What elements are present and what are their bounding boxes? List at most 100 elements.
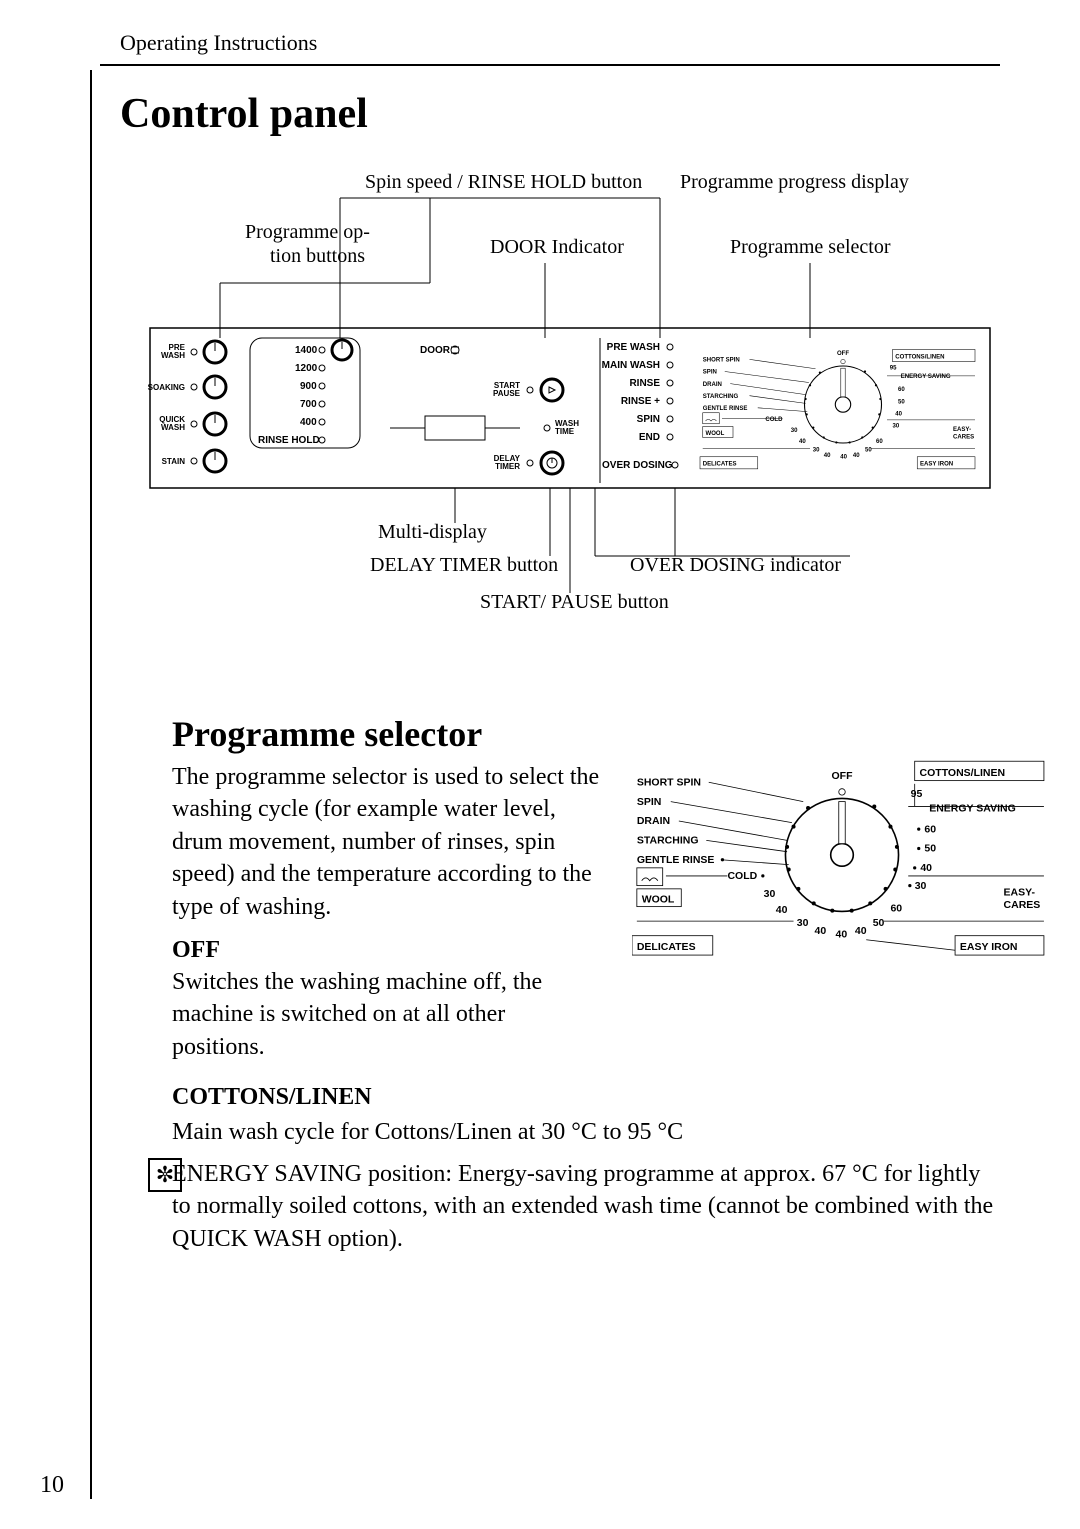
svg-text:DELICATES: DELICATES [703, 462, 737, 468]
svg-text:50: 50 [924, 843, 936, 855]
svg-text:EASY IRON: EASY IRON [960, 941, 1018, 953]
programme-selector-section: Programme selector The programme selecto… [172, 713, 1000, 1063]
svg-text:60: 60 [876, 439, 883, 445]
svg-text:95: 95 [911, 788, 923, 800]
svg-text:COTTONS/LINEN: COTTONS/LINEN [920, 767, 1006, 779]
svg-text:DRAIN: DRAIN [703, 382, 722, 388]
programme-selector-intro: The programme selector is used to select… [172, 761, 602, 923]
svg-text:RINSE +: RINSE + [621, 396, 660, 407]
svg-text:WASH: WASH [161, 351, 185, 360]
svg-text:30: 30 [915, 880, 927, 892]
svg-text:40: 40 [840, 454, 847, 460]
svg-text:COTTONS/LINEN: COTTONS/LINEN [895, 354, 944, 360]
callout-selector: Programme selector [730, 236, 891, 258]
svg-text:WOOL: WOOL [706, 431, 725, 437]
svg-text:95: 95 [890, 365, 897, 371]
svg-text:EASY-: EASY- [1004, 886, 1036, 898]
header-rule [100, 64, 1000, 66]
svg-text:RINSE: RINSE [629, 378, 660, 389]
svg-text:GENTLE RINSE: GENTLE RINSE [637, 854, 715, 866]
svg-text:40: 40 [855, 925, 867, 937]
callout-door: DOOR Indicator [490, 236, 624, 258]
svg-text:30: 30 [813, 447, 820, 453]
svg-text:ENERGY SAVING: ENERGY SAVING [901, 374, 951, 380]
svg-text:OFF: OFF [837, 351, 849, 357]
svg-text:30: 30 [893, 424, 900, 430]
svg-text:DRAIN: DRAIN [637, 815, 670, 827]
panel-programme-dial: OFF COTTONS/LINEN 95 ENERGY SAVING 60 50… [700, 350, 975, 469]
svg-text:SHORT SPIN: SHORT SPIN [703, 358, 740, 364]
svg-text:GENTLE RINSE: GENTLE RINSE [703, 406, 748, 412]
svg-text:STARCHING: STARCHING [703, 394, 739, 400]
svg-text:30: 30 [797, 917, 809, 929]
svg-text:50: 50 [865, 447, 872, 453]
svg-text:30: 30 [791, 428, 798, 434]
svg-text:400: 400 [300, 417, 317, 428]
svg-text:COLD: COLD [727, 870, 757, 882]
programme-selector-heading: Programme selector [172, 713, 602, 755]
svg-text:SPIN: SPIN [637, 796, 662, 808]
programme-selector-dial: OFF COTTONS/LINEN 95 ENERGY SAVING 60 50… [632, 713, 1052, 1063]
page-number: 10 [40, 1472, 64, 1499]
callout-delay: DELAY TIMER button [370, 554, 558, 576]
callout-options-1: Programme op- [245, 221, 370, 243]
svg-text:ENERGY SAVING: ENERGY SAVING [929, 802, 1016, 814]
svg-text:SOAKING: SOAKING [148, 383, 185, 392]
svg-text:MAIN WASH: MAIN WASH [602, 360, 660, 371]
svg-text:60: 60 [890, 902, 902, 914]
svg-text:SHORT SPIN: SHORT SPIN [637, 776, 701, 788]
svg-text:DELICATES: DELICATES [637, 941, 696, 953]
callout-startpause: START/ PAUSE button [480, 591, 669, 613]
callout-spin: Spin speed / RINSE HOLD button [365, 171, 642, 193]
svg-text:STARCHING: STARCHING [637, 835, 699, 847]
svg-text:PRE WASH: PRE WASH [607, 342, 660, 353]
svg-text:40: 40 [853, 453, 860, 459]
center-controls: DOOR START PAUSE WASH TIME DELAY TIMER [390, 345, 579, 474]
svg-text:OFF: OFF [832, 770, 854, 782]
page-header: Operating Instructions [120, 30, 1000, 56]
svg-text:END: END [639, 432, 660, 443]
energy-saving-text: ENERGY SAVING position: Energy-saving pr… [172, 1158, 1000, 1255]
svg-text:CARES: CARES [953, 435, 974, 441]
page-title: Control panel [120, 90, 1000, 138]
cottons-text: Main wash cycle for Cottons/Linen at 30 … [172, 1116, 1000, 1148]
vertical-rule [90, 70, 92, 1499]
svg-text:40: 40 [815, 925, 827, 937]
progress-display: PRE WASH MAIN WASH RINSE RINSE + SPIN EN… [600, 338, 678, 483]
svg-text:PAUSE: PAUSE [493, 389, 521, 398]
off-text: Switches the washing machine off, the ma… [172, 966, 602, 1063]
svg-text:60: 60 [924, 823, 936, 835]
svg-text:700: 700 [300, 399, 317, 410]
off-heading: OFF [172, 937, 602, 964]
callout-overdosing: OVER DOSING indicator [630, 554, 841, 576]
svg-text:WOOL: WOOL [642, 894, 675, 906]
svg-text:40: 40 [836, 928, 848, 940]
svg-text:OVER DOSING: OVER DOSING [602, 460, 673, 471]
callout-options-2: tion buttons [270, 245, 365, 267]
svg-text:50: 50 [873, 917, 885, 929]
svg-text:EASY IRON: EASY IRON [920, 462, 953, 468]
svg-text:STAIN: STAIN [162, 457, 186, 466]
svg-text:RINSE HOLD: RINSE HOLD [258, 435, 320, 446]
svg-text:TIME: TIME [555, 427, 575, 436]
control-panel-diagram: Spin speed / RINSE HOLD button Programme… [120, 168, 1000, 653]
svg-text:1200: 1200 [295, 363, 318, 374]
svg-text:50: 50 [898, 399, 905, 405]
svg-text:40: 40 [776, 904, 788, 916]
svg-text:900: 900 [300, 381, 317, 392]
svg-text:SPIN: SPIN [637, 414, 660, 425]
svg-text:40: 40 [920, 862, 932, 874]
svg-text:40: 40 [895, 412, 902, 418]
svg-text:TIMER: TIMER [495, 462, 520, 471]
svg-text:40: 40 [824, 453, 831, 459]
svg-text:SPIN: SPIN [703, 370, 717, 376]
spin-speed-group: 1400 1200 900 700 400 RINSE HOLD [250, 338, 360, 448]
svg-text:60: 60 [898, 387, 905, 393]
svg-text:EASY-: EASY- [953, 427, 971, 433]
svg-text:30: 30 [764, 888, 776, 900]
svg-text:1400: 1400 [295, 345, 318, 356]
svg-text:40: 40 [799, 439, 806, 445]
svg-text:CARES: CARES [1004, 899, 1041, 911]
cottons-heading: COTTONS/LINEN [172, 1081, 1000, 1113]
option-buttons-group: PRE WASH SOAKING QUICK WASH STAIN [148, 341, 226, 472]
